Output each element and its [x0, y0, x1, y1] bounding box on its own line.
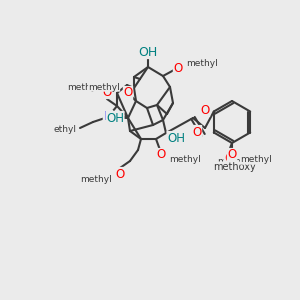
Text: OH: OH — [167, 131, 185, 145]
Text: O: O — [224, 152, 234, 166]
Text: methyl: methyl — [186, 59, 218, 68]
Text: N: N — [103, 110, 113, 124]
Text: O: O — [156, 148, 166, 161]
Text: OH: OH — [138, 46, 158, 59]
Text: methyl: methyl — [88, 82, 120, 91]
Text: methyl: methyl — [67, 83, 99, 92]
Text: O: O — [123, 86, 133, 100]
Text: ethyl: ethyl — [53, 125, 76, 134]
Text: OH: OH — [106, 112, 124, 124]
Text: O: O — [192, 125, 202, 139]
Text: methyl: methyl — [217, 157, 249, 166]
Text: O: O — [102, 85, 112, 98]
Text: O: O — [227, 148, 237, 161]
Text: O: O — [116, 167, 124, 181]
Text: methyl: methyl — [80, 176, 112, 184]
Text: methyl: methyl — [240, 155, 272, 164]
Text: O: O — [200, 103, 210, 116]
Text: O: O — [173, 61, 183, 74]
Text: methoxy: methoxy — [213, 162, 255, 172]
Text: methyl: methyl — [169, 154, 201, 164]
